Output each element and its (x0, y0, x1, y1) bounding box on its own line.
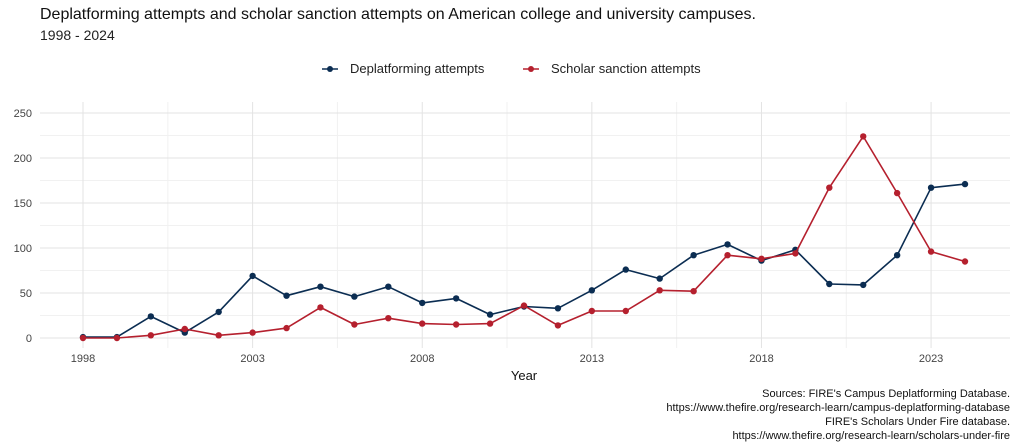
data-point-scholar-sanction (351, 321, 358, 328)
series-line-deplatforming (83, 183, 966, 338)
data-point-scholar-sanction (554, 322, 562, 329)
y-tick-label: 100 (14, 243, 32, 255)
data-point-scholar-sanction (215, 332, 222, 339)
data-point-deplatforming (215, 308, 222, 316)
data-point-deplatforming (385, 283, 392, 290)
legend-label: Deplatforming attempts (350, 61, 485, 76)
data-point-deplatforming (283, 292, 290, 299)
legend-label: Scholar sanction attempts (551, 61, 701, 76)
y-tick-label: 50 (20, 288, 32, 300)
data-point-scholar-sanction (588, 307, 596, 315)
data-point-scholar-sanction (656, 287, 663, 294)
data-point-deplatforming (452, 295, 460, 302)
x-tick-label: 1998 (71, 353, 95, 365)
data-point-deplatforming (860, 281, 867, 289)
data-point-scholar-sanction (181, 325, 188, 333)
data-point-deplatforming (826, 280, 833, 288)
data-point-scholar-sanction (317, 304, 324, 311)
data-point-deplatforming (961, 180, 969, 188)
data-point-deplatforming (317, 283, 324, 290)
source-line-3: FIRE's Scholars Under Fire database. (825, 416, 1010, 428)
data-point-deplatforming (147, 313, 155, 320)
y-tick-label: 200 (14, 153, 32, 165)
x-axis-title: Year (511, 368, 538, 383)
x-tick-label: 2018 (749, 353, 773, 365)
data-point-deplatforming (249, 272, 256, 280)
data-point-scholar-sanction (419, 320, 426, 327)
data-point-deplatforming (486, 311, 494, 318)
data-point-deplatforming (724, 241, 731, 248)
source-line-2: https://www.thefire.org/research-learn/c… (666, 402, 1010, 414)
data-point-scholar-sanction (758, 255, 765, 262)
data-point-deplatforming (690, 252, 697, 259)
data-point-deplatforming (893, 252, 901, 259)
data-point-scholar-sanction (385, 315, 392, 322)
data-point-scholar-sanction (826, 184, 833, 191)
data-point-scholar-sanction (520, 302, 528, 309)
data-point-scholar-sanction (724, 252, 731, 259)
sources-note: Sources: FIRE's Campus Deplatforming Dat… (666, 387, 1010, 443)
data-point-scholar-sanction (79, 334, 87, 342)
legend-marker (327, 66, 333, 72)
data-point-scholar-sanction (690, 288, 697, 295)
data-point-scholar-sanction (622, 307, 629, 315)
data-point-scholar-sanction (927, 248, 935, 255)
legend-marker (528, 66, 534, 72)
data-point-deplatforming (656, 275, 663, 282)
data-point-scholar-sanction (452, 321, 460, 328)
chart-subtitle: 1998 - 2024 (40, 27, 115, 43)
data-point-scholar-sanction (893, 189, 901, 197)
data-point-deplatforming (588, 287, 596, 294)
data-point-scholar-sanction (283, 324, 290, 332)
data-point-scholar-sanction (113, 334, 121, 342)
data-point-deplatforming (351, 293, 358, 300)
data-point-deplatforming (554, 305, 562, 312)
data-point-scholar-sanction (860, 133, 867, 140)
data-point-deplatforming (622, 266, 629, 273)
y-tick-label: 0 (26, 333, 32, 345)
x-tick-label: 2003 (240, 353, 264, 365)
y-tick-label: 250 (14, 108, 32, 120)
source-line-1: Sources: FIRE's Campus Deplatforming Dat… (762, 388, 1010, 400)
data-point-scholar-sanction (486, 320, 494, 327)
data-point-scholar-sanction (792, 250, 799, 257)
x-tick-label: 2013 (580, 353, 604, 365)
data-point-scholar-sanction (249, 329, 256, 336)
x-tick-label: 2023 (919, 353, 943, 365)
data-point-scholar-sanction (961, 258, 969, 265)
data-point-scholar-sanction (147, 332, 155, 339)
y-tick-label: 150 (14, 198, 32, 210)
chart-title: Deplatforming attempts and scholar sanct… (40, 6, 756, 23)
data-point-deplatforming (419, 299, 426, 307)
x-tick-label: 2008 (410, 353, 434, 365)
data-point-deplatforming (927, 184, 935, 191)
source-line-4: https://www.thefire.org/research-learn/s… (732, 430, 1010, 442)
